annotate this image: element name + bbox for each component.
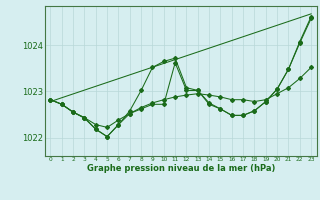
X-axis label: Graphe pression niveau de la mer (hPa): Graphe pression niveau de la mer (hPa) [87, 164, 275, 173]
